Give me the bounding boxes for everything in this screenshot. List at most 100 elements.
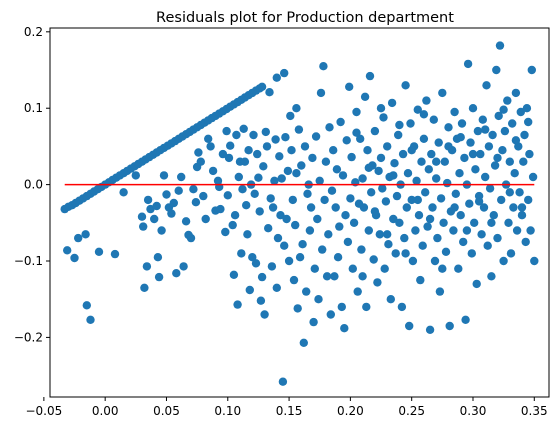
data-point: [481, 172, 490, 182]
data-point: [162, 190, 171, 199]
data-point: [248, 253, 257, 262]
data-point: [473, 126, 483, 136]
data-point: [82, 301, 92, 310]
data-point: [315, 176, 324, 185]
data-point: [470, 218, 479, 227]
data-point: [169, 198, 178, 208]
data-point: [324, 230, 333, 239]
data-point: [226, 141, 235, 150]
data-point: [450, 203, 459, 212]
data-point: [457, 119, 467, 128]
data-point: [499, 256, 508, 266]
data-point: [331, 203, 340, 212]
data-point: [386, 295, 395, 304]
data-point: [320, 195, 329, 205]
data-point: [337, 302, 346, 312]
data-point: [423, 222, 432, 231]
data-point: [280, 241, 289, 250]
data-point: [506, 249, 516, 258]
data-point: [243, 230, 252, 239]
data-point: [512, 226, 522, 235]
data-point: [463, 59, 473, 69]
data-point: [319, 61, 328, 71]
data-point: [358, 272, 367, 281]
data-point: [249, 130, 258, 140]
data-point: [370, 126, 380, 136]
data-point: [139, 222, 148, 231]
data-point: [284, 256, 294, 266]
data-point: [204, 134, 213, 143]
data-point: [298, 240, 307, 249]
data-point: [407, 195, 416, 205]
data-point: [302, 287, 311, 296]
data-point: [359, 203, 369, 212]
data-point: [238, 185, 247, 194]
data-point: [364, 226, 373, 235]
data-point: [454, 264, 463, 273]
scatter-points: [60, 41, 539, 386]
data-point: [380, 264, 389, 273]
data-point: [383, 230, 392, 239]
data-point: [487, 218, 496, 227]
data-point: [390, 159, 399, 168]
data-point: [239, 124, 248, 133]
data-point: [299, 338, 308, 347]
data-point: [276, 211, 285, 220]
data-point: [318, 245, 327, 254]
data-point: [201, 214, 210, 224]
data-point: [432, 174, 441, 183]
data-point: [305, 226, 315, 235]
data-point: [288, 195, 297, 205]
data-point: [191, 198, 201, 207]
data-point: [411, 226, 420, 235]
data-point: [422, 96, 431, 105]
data-point: [94, 247, 104, 256]
data-point: [430, 256, 440, 266]
data-point: [343, 237, 353, 247]
data-point: [495, 41, 505, 50]
data-point: [455, 169, 464, 178]
data-point: [177, 172, 186, 182]
data-point: [505, 157, 514, 166]
y-tick-label: 0.1: [24, 101, 43, 115]
data-point: [119, 188, 128, 197]
data-point: [472, 279, 481, 289]
data-point: [418, 241, 427, 250]
data-point: [375, 230, 384, 239]
data-point: [281, 133, 290, 142]
data-point: [357, 245, 366, 254]
data-point: [291, 220, 300, 230]
data-point: [483, 241, 492, 250]
data-point: [498, 146, 507, 155]
data-point: [440, 157, 449, 166]
data-point: [429, 115, 438, 124]
data-point: [450, 107, 459, 117]
data-point: [449, 226, 458, 235]
data-point: [511, 136, 521, 145]
data-point: [425, 325, 435, 334]
data-point: [451, 189, 460, 198]
data-point: [216, 204, 225, 214]
data-point: [403, 169, 413, 178]
data-point: [267, 262, 277, 271]
data-point: [363, 146, 372, 155]
data-point: [414, 211, 424, 220]
data-point: [283, 166, 293, 176]
data-point: [482, 81, 491, 90]
data-point: [444, 123, 453, 132]
data-point: [352, 107, 361, 117]
data-point: [272, 283, 281, 292]
axes-frame: [49, 27, 550, 398]
data-point: [505, 188, 514, 197]
data-point: [264, 224, 273, 233]
data-point: [353, 287, 362, 296]
data-point: [419, 134, 429, 143]
chart-title: Residuals plot for Production department: [156, 10, 454, 26]
data-point: [477, 230, 486, 239]
data-point: [383, 142, 392, 151]
data-point: [332, 165, 342, 174]
data-point: [159, 171, 169, 180]
data-point: [199, 191, 208, 201]
data-point: [405, 321, 414, 331]
data-point: [394, 130, 403, 140]
